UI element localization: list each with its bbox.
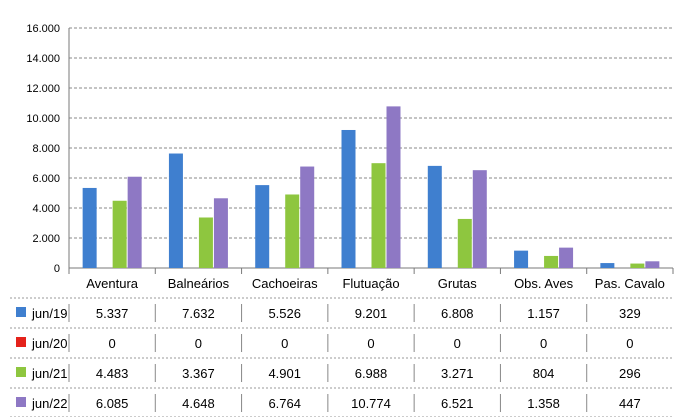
bar-jun-22-1 (213, 198, 228, 268)
table-cell: 3.367 (182, 366, 215, 381)
legend-label: jun/19 (31, 306, 67, 321)
table-cell: 329 (619, 306, 641, 321)
table-cell: 10.774 (351, 396, 391, 411)
table-cell: 0 (367, 336, 374, 351)
category-label: Cachoeiras (252, 276, 318, 291)
bar-jun-19-6 (600, 263, 615, 268)
y-axis: 0 2.000 4.000 6.000 8.000 10.000 12.000 14.000 1… (26, 23, 70, 275)
data-table: Aventura Balneários Cachoeiras Flutuação Gru… (10, 268, 674, 417)
y-tick-label: 14.000 (26, 53, 60, 65)
bar-jun-22-3 (386, 106, 401, 268)
legend-key (16, 397, 26, 407)
category-label: Flutuação (342, 276, 399, 291)
legend-label: jun/20 (31, 336, 67, 351)
y-tick-label: 2.000 (32, 233, 60, 245)
table-cell: 3.271 (441, 366, 474, 381)
y-tick-label: 12.000 (26, 83, 60, 95)
table-cell: 4.901 (268, 366, 301, 381)
bars (82, 106, 660, 268)
table-cell: 1.157 (527, 306, 560, 321)
table-cell: 6.988 (355, 366, 388, 381)
bar-jun-19-2 (255, 185, 270, 268)
category-label: Obs. Aves (514, 276, 574, 291)
table-cell: 6.808 (441, 306, 474, 321)
table-cell: 9.201 (355, 306, 388, 321)
bar-jun-21-4 (457, 218, 472, 268)
bar-jun-19-1 (168, 153, 183, 268)
bar-jun-22-2 (300, 166, 315, 268)
bar-jun-21-6 (630, 263, 645, 268)
bar-jun-21-2 (285, 194, 300, 268)
table-cell: 0 (195, 336, 202, 351)
table-cell: 0 (109, 336, 116, 351)
bar-jun-19-5 (514, 250, 529, 268)
y-tick-label: 0 (54, 263, 60, 275)
bar-jun-21-3 (371, 163, 386, 268)
legend-key (16, 367, 26, 377)
grid-lines (69, 27, 673, 269)
category-label: Balneários (168, 276, 230, 291)
table-cell: 6.521 (441, 396, 474, 411)
table-cell: 7.632 (182, 306, 215, 321)
table-cell: 4.483 (96, 366, 129, 381)
table-cell: 0 (454, 336, 461, 351)
table-cell: 1.358 (527, 396, 560, 411)
table-cell: 804 (533, 366, 555, 381)
table-cell: 4.648 (182, 396, 215, 411)
table-cell: 0 (281, 336, 288, 351)
y-tick-label: 8.000 (32, 143, 60, 155)
legend-label: jun/21 (31, 366, 67, 381)
table-cell: 6.764 (268, 396, 301, 411)
bar-jun-21-5 (544, 255, 559, 268)
y-tick-label: 4.000 (32, 203, 60, 215)
table-cell: 447 (619, 396, 641, 411)
table-cell: 0 (626, 336, 633, 351)
legend-key (16, 337, 26, 347)
bar-jun-22-0 (127, 176, 142, 268)
category-label: Aventura (86, 276, 139, 291)
bar-jun-22-4 (472, 170, 487, 268)
category-label: Grutas (438, 276, 478, 291)
y-tick-label: 10.000 (26, 113, 60, 125)
bar-jun-22-5 (559, 247, 574, 268)
bar-jun-19-3 (341, 129, 356, 268)
table-cell: 296 (619, 366, 641, 381)
bar-jun-21-1 (198, 217, 213, 268)
table-cell: 6.085 (96, 396, 129, 411)
table-cell: 0 (540, 336, 547, 351)
bar-jun-21-0 (112, 200, 127, 268)
legend-key (16, 307, 26, 317)
y-tick-label: 6.000 (32, 173, 60, 185)
y-tick-label: 16.000 (26, 23, 60, 35)
bar-jun-19-4 (427, 165, 442, 268)
table-cell: 5.526 (268, 306, 301, 321)
bar-jun-19-0 (82, 187, 97, 268)
table-cell: 5.337 (96, 306, 129, 321)
bar-jun-22-6 (645, 261, 660, 268)
legend-label: jun/22 (31, 396, 67, 411)
category-label: Pas. Cavalo (595, 276, 665, 291)
